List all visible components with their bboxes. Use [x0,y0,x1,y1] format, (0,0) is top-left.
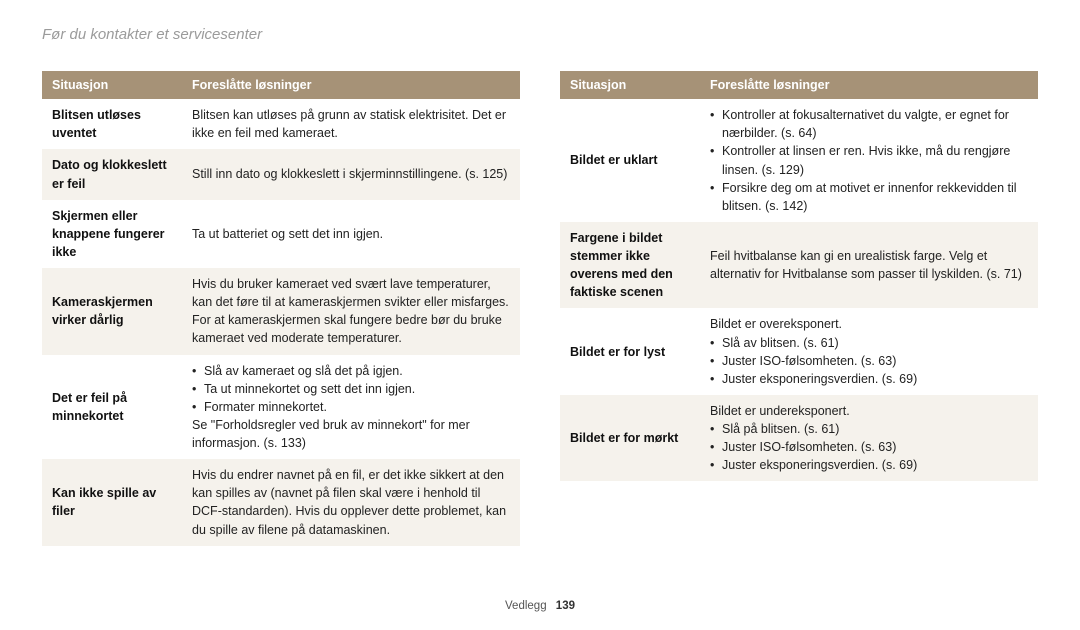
situation-cell: Fargene i bildet stemmer ikke overens me… [560,222,700,309]
solution-cell: Kontroller at fokusalternativet du valgt… [700,99,1038,222]
table-row: Skjermen eller knappene fungerer ikke Ta … [42,200,520,268]
solution-text: Hvis du bruker kameraet ved svært lave t… [192,275,510,348]
solution-cell: Hvis du endrer navnet på en fil, er det … [182,459,520,546]
situation-cell: Bildet er for lyst [560,308,700,395]
solution-text: Se "Forholdsregler ved bruk av minnekort… [192,416,510,452]
bullet-item: Juster ISO-følsomheten. (s. 63) [710,438,1028,456]
footer-page-number: 139 [556,600,575,612]
solution-text: Bildet er overeksponert. [710,315,1028,333]
solution-cell: Still inn dato og klokkeslett i skjermin… [182,149,520,199]
solution-cell: Ta ut batteriet og sett det inn igjen. [182,200,520,268]
situation-cell: Dato og klokkeslett er feil [42,149,182,199]
solution-bullets: Slå på blitsen. (s. 61)Juster ISO-følsom… [710,420,1028,474]
col-header-solution: Foreslåtte løsninger [700,71,1038,99]
footer-section: Vedlegg [505,600,547,612]
table-row: Blitsen utløses uventet Blitsen kan utløs… [42,99,520,149]
tbody-right: Bildet er uklart Kontroller at fokusalter… [560,99,1038,481]
content-columns: Situasjon Foreslåtte løsninger Blitsen u… [42,71,1038,546]
solution-cell: Bildet er overeksponert.Slå av blitsen. … [700,308,1038,395]
solution-text: Still inn dato og klokkeslett i skjermin… [192,165,510,183]
solution-text: Hvis du endrer navnet på en fil, er det … [192,466,510,539]
solution-text: Bildet er undereksponert. [710,402,1028,420]
table-row: Kan ikke spille av filerHvis du endrer n… [42,459,520,546]
troubleshoot-table-left: Situasjon Foreslåtte løsninger Blitsen u… [42,71,520,546]
situation-cell: Skjermen eller knappene fungerer ikke [42,200,182,268]
bullet-item: Slå på blitsen. (s. 61) [710,420,1028,438]
solution-cell: Feil hvitbalanse kan gi en urealistisk f… [700,222,1038,309]
page-root: Før du kontakter et servicesenter Situas… [0,0,1080,630]
solution-cell: Hvis du bruker kameraet ved svært lave t… [182,268,520,355]
bullet-item: Forsikre deg om at motivet er innenfor r… [710,179,1028,215]
situation-cell: Kameraskjermen virker dårlig [42,268,182,355]
situation-cell: Bildet er uklart [560,99,700,222]
table-row: Det er feil på minnekortetSlå av kamerae… [42,355,520,460]
bullet-item: Formater minnekortet. [192,398,510,416]
situation-cell: Kan ikke spille av filer [42,459,182,546]
solution-bullets: Kontroller at fokusalternativet du valgt… [710,106,1028,215]
situation-cell: Bildet er for mørkt [560,395,700,482]
bullet-item: Juster eksponeringsverdien. (s. 69) [710,456,1028,474]
solution-text: Blitsen kan utløses på grunn av statisk … [192,106,510,142]
col-header-situation: Situasjon [560,71,700,99]
table-row: Dato og klokkeslett er feil Still inn dat… [42,149,520,199]
table-row: Kameraskjermen virker dårligHvis du bruk… [42,268,520,355]
tbody-left: Blitsen utløses uventet Blitsen kan utløs… [42,99,520,546]
table-row: Bildet er for lystBildet er overeksponer… [560,308,1038,395]
situation-cell: Blitsen utløses uventet [42,99,182,149]
solution-bullets: Slå av kameraet og slå det på igjen.Ta u… [192,362,510,416]
right-column: Situasjon Foreslåtte løsninger Bildet er… [560,71,1038,546]
table-row: Bildet er uklart Kontroller at fokusalter… [560,99,1038,222]
bullet-item: Kontroller at fokusalternativet du valgt… [710,106,1028,142]
troubleshoot-table-right: Situasjon Foreslåtte løsninger Bildet er… [560,71,1038,481]
bullet-item: Ta ut minnekortet og sett det inn igjen. [192,380,510,398]
solution-text: Ta ut batteriet og sett det inn igjen. [192,225,510,243]
solution-text: Feil hvitbalanse kan gi en urealistisk f… [710,247,1028,283]
page-title: Før du kontakter et servicesenter [42,26,1038,43]
bullet-item: Kontroller at linsen er ren. Hvis ikke, … [710,142,1028,178]
col-header-solution: Foreslåtte løsninger [182,71,520,99]
solution-cell: Slå av kameraet og slå det på igjen.Ta u… [182,355,520,460]
bullet-item: Juster ISO-følsomheten. (s. 63) [710,352,1028,370]
bullet-item: Juster eksponeringsverdien. (s. 69) [710,370,1028,388]
bullet-item: Slå av blitsen. (s. 61) [710,334,1028,352]
table-row: Fargene i bildet stemmer ikke overens me… [560,222,1038,309]
situation-cell: Det er feil på minnekortet [42,355,182,460]
col-header-situation: Situasjon [42,71,182,99]
table-row: Bildet er for mørktBildet er underekspon… [560,395,1038,482]
page-footer: Vedlegg 139 [0,600,1080,612]
left-column: Situasjon Foreslåtte løsninger Blitsen u… [42,71,520,546]
solution-cell: Bildet er undereksponert.Slå på blitsen.… [700,395,1038,482]
solution-cell: Blitsen kan utløses på grunn av statisk … [182,99,520,149]
solution-bullets: Slå av blitsen. (s. 61)Juster ISO-følsom… [710,334,1028,388]
bullet-item: Slå av kameraet og slå det på igjen. [192,362,510,380]
